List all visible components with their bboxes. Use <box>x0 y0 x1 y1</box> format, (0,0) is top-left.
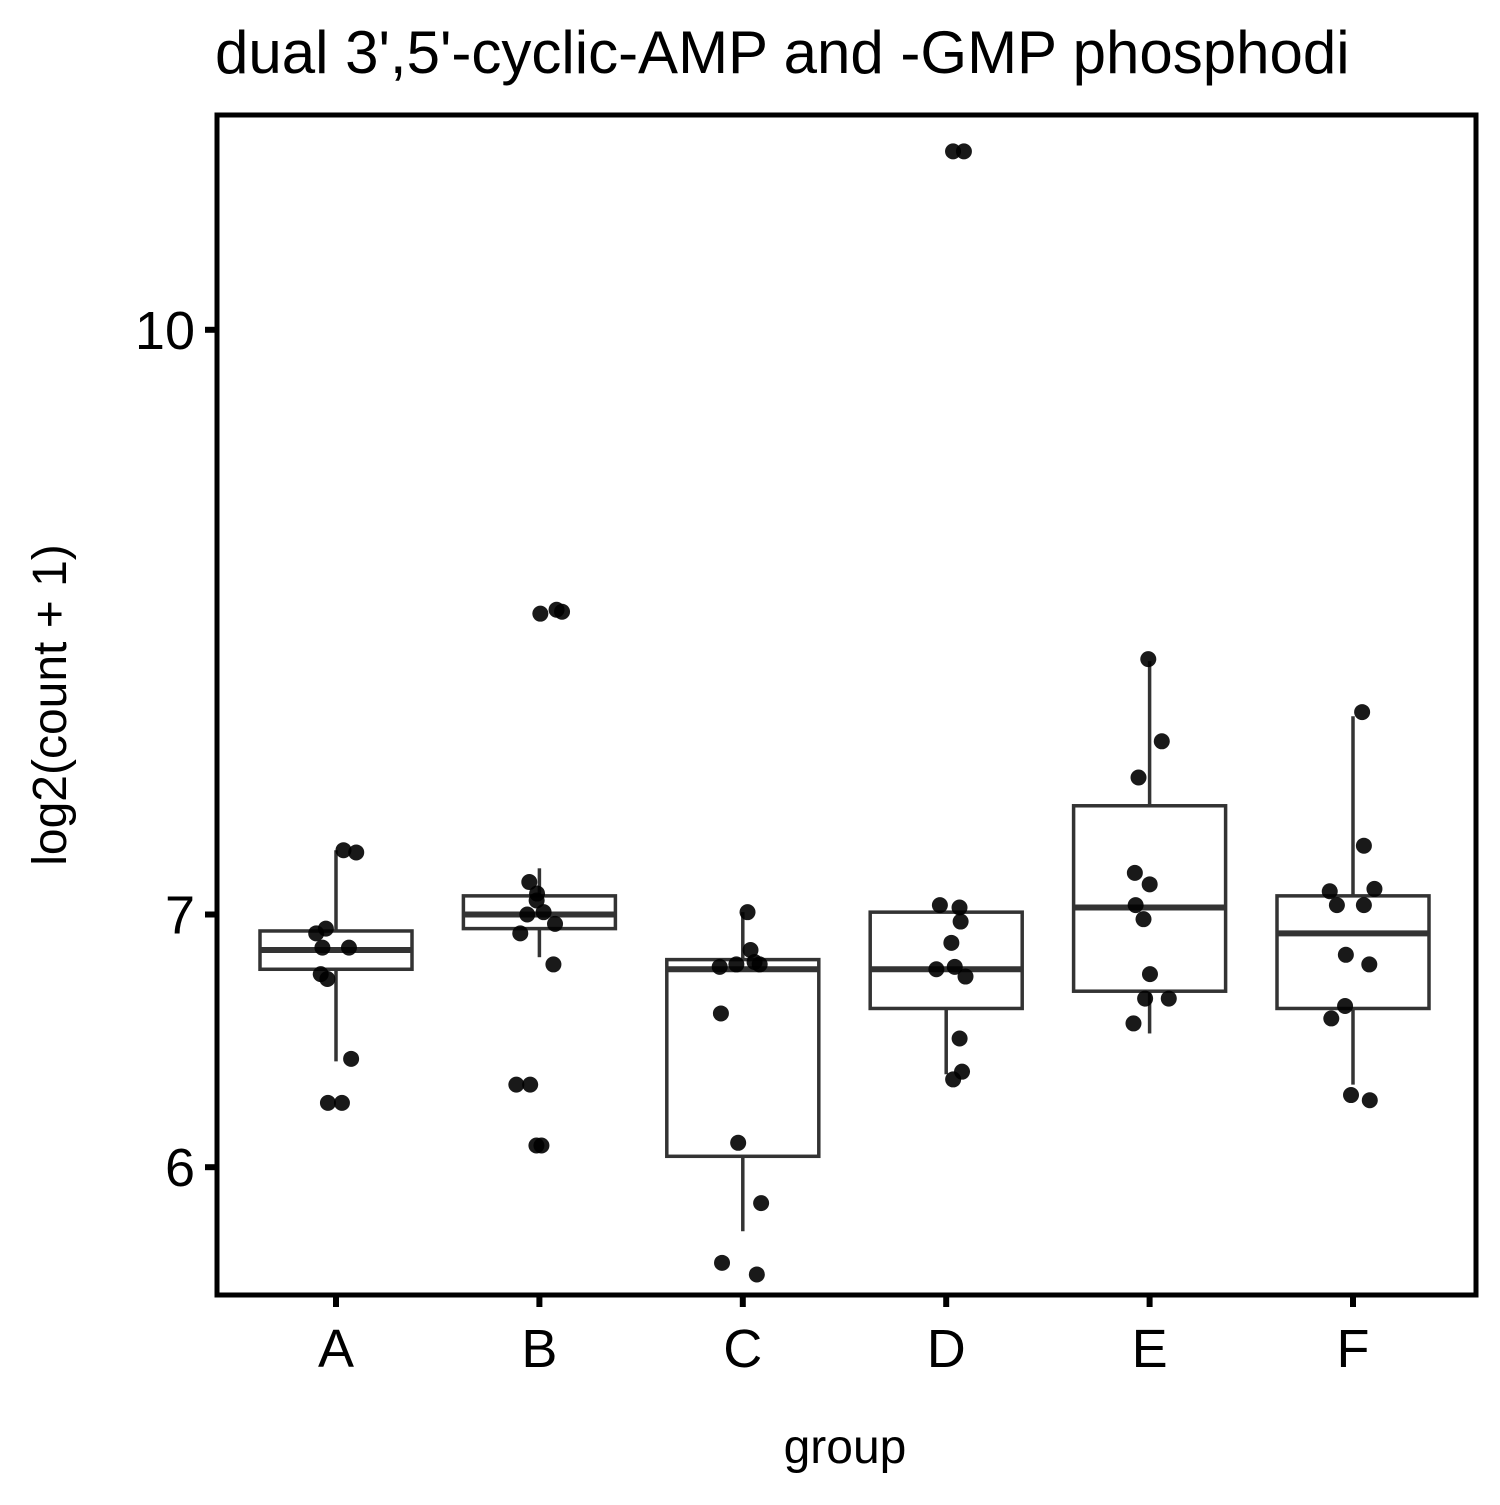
data-point <box>957 968 974 985</box>
data-point <box>931 897 948 914</box>
box-F <box>1275 716 1431 1085</box>
data-point <box>1355 897 1372 914</box>
data-point <box>547 915 564 932</box>
x-tick-label: B <box>521 1319 557 1379</box>
data-point <box>712 1005 729 1022</box>
data-point <box>1135 911 1152 928</box>
data-point <box>545 956 562 973</box>
data-point <box>1355 837 1372 854</box>
points-A <box>308 842 365 1111</box>
chart-title: dual 3',5'-cyclic-AMP and -GMP phosphodi <box>215 19 1350 86</box>
data-point <box>951 899 968 916</box>
y-tick-label: 7 <box>165 885 195 945</box>
data-point <box>343 1050 360 1067</box>
data-point <box>1328 897 1345 914</box>
data-point <box>945 1071 962 1088</box>
data-point <box>1125 1015 1142 1032</box>
plot-area <box>258 143 1431 1283</box>
data-point <box>308 925 325 942</box>
data-point <box>946 958 963 975</box>
data-point <box>1141 966 1158 983</box>
y-tick-label: 6 <box>165 1138 195 1198</box>
data-point <box>1126 864 1143 881</box>
data-point <box>1361 1092 1378 1109</box>
data-point <box>348 844 365 861</box>
points-E <box>1125 651 1177 1032</box>
x-tick-label: F <box>1337 1319 1370 1379</box>
data-point <box>533 1137 550 1154</box>
data-point <box>1323 1010 1340 1027</box>
y-tick-label: 10 <box>135 301 195 361</box>
box-C <box>665 912 821 1232</box>
data-point <box>943 934 960 951</box>
data-point <box>319 970 336 987</box>
data-point <box>521 874 538 891</box>
points-F <box>1321 704 1383 1109</box>
data-point <box>1366 880 1383 897</box>
data-point <box>1141 876 1158 893</box>
data-point <box>714 1254 731 1271</box>
data-point <box>522 1076 539 1093</box>
data-point <box>753 1195 770 1212</box>
data-point <box>340 939 357 956</box>
data-point <box>1127 897 1144 914</box>
plot-border <box>214 112 1479 1298</box>
data-point <box>1130 769 1147 786</box>
data-point <box>711 958 728 975</box>
points-D <box>928 143 974 1088</box>
data-point <box>952 913 969 930</box>
x-tick-label: E <box>1132 1319 1168 1379</box>
x-axis-label: group <box>784 1421 907 1474</box>
box-D <box>868 910 1024 1075</box>
box-body <box>665 957 821 1159</box>
data-point <box>535 904 552 921</box>
data-point <box>1160 990 1177 1007</box>
data-point <box>1137 990 1154 1007</box>
data-point <box>335 842 352 859</box>
axes: 6 7 10 A B C D E F <box>135 112 1479 1379</box>
x-tick-label: D <box>927 1319 966 1379</box>
data-point <box>1321 883 1338 900</box>
data-point <box>742 942 759 959</box>
data-point <box>532 605 549 622</box>
data-point <box>333 1094 350 1111</box>
data-point <box>728 956 745 973</box>
points-B <box>508 601 571 1154</box>
box-A <box>258 850 414 1062</box>
data-point <box>951 1030 968 1047</box>
data-point <box>955 143 972 160</box>
data-point <box>748 1266 765 1283</box>
data-point <box>1140 651 1157 668</box>
data-point <box>730 1134 747 1151</box>
y-axis-label: log2(count + 1) <box>24 544 77 866</box>
data-point <box>751 956 768 973</box>
data-point <box>928 961 945 978</box>
x-tick-label: C <box>723 1319 762 1379</box>
data-point <box>1361 956 1378 973</box>
data-point <box>314 939 331 956</box>
data-point <box>1337 997 1354 1014</box>
box-E <box>1071 661 1228 1034</box>
data-point <box>508 1076 525 1093</box>
box-body <box>1071 804 1228 993</box>
data-point <box>739 904 756 921</box>
data-point <box>519 906 536 923</box>
data-point <box>1343 1087 1360 1104</box>
data-point <box>528 892 545 909</box>
data-point <box>1354 704 1371 721</box>
data-point <box>512 925 529 942</box>
points-C <box>711 904 770 1283</box>
data-point <box>554 603 571 620</box>
box-B <box>461 868 618 958</box>
x-tick-label: A <box>318 1319 354 1379</box>
data-point <box>1153 733 1170 750</box>
data-point <box>1337 946 1354 963</box>
box-body <box>868 910 1024 1011</box>
data-point <box>319 1094 336 1111</box>
